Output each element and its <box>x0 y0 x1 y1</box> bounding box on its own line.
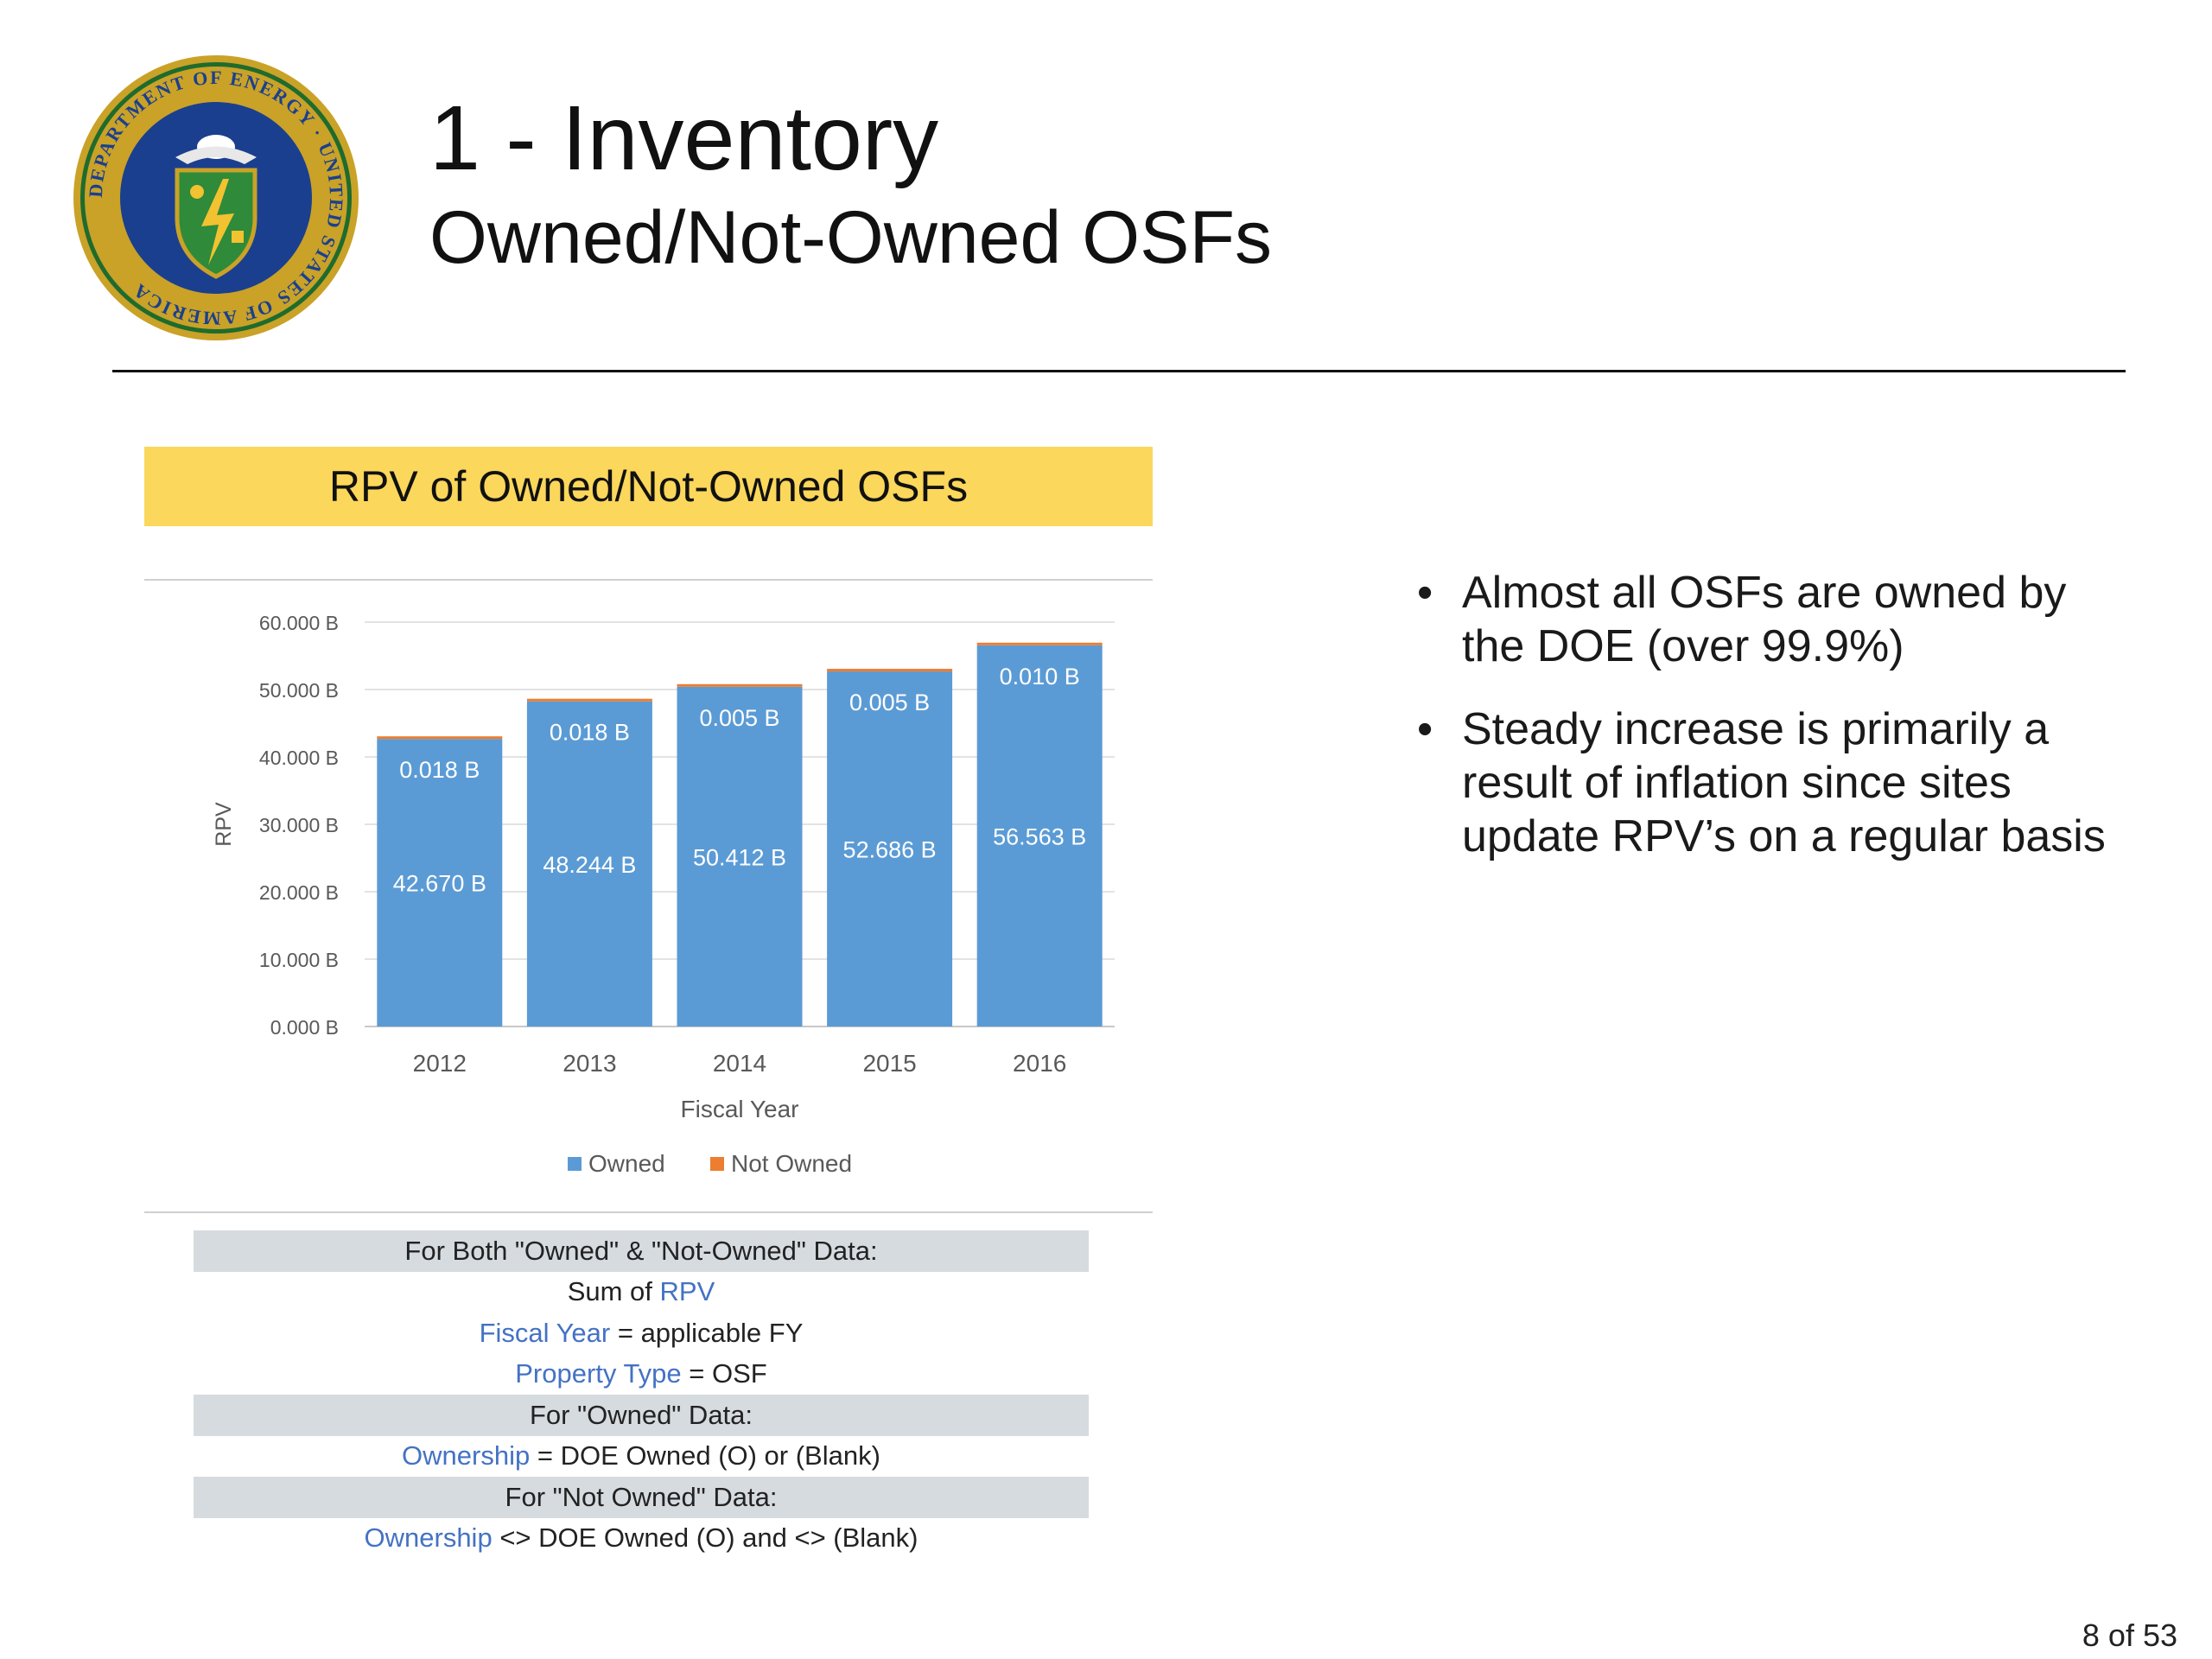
y-tick-label: 30.000 B <box>259 814 339 836</box>
definition-text: For Both "Owned" & "Not-Owned" Data: <box>404 1235 878 1266</box>
x-axis-label: Fiscal Year <box>681 1096 799 1122</box>
data-label-owned: 42.670 B <box>393 871 486 897</box>
legend-swatch <box>710 1157 724 1171</box>
page-number: 8 of 53 <box>2082 1618 2177 1653</box>
bar-not-owned <box>526 698 652 702</box>
y-tick-label: 60.000 B <box>259 612 339 634</box>
bar-not-owned <box>976 642 1103 645</box>
bar-owned <box>526 701 652 1027</box>
field-name-text: Ownership <box>364 1522 493 1554</box>
data-label-owned: 52.686 B <box>843 837 937 863</box>
bar-owned <box>677 686 803 1027</box>
bar-not-owned <box>827 669 953 672</box>
x-tick-label: 2014 <box>713 1050 766 1077</box>
field-name-text: Ownership <box>402 1440 531 1471</box>
y-tick-label: 10.000 B <box>259 949 339 971</box>
y-tick-label: 40.000 B <box>259 747 339 769</box>
data-label-not-owned: 0.010 B <box>1000 664 1080 690</box>
data-label-not-owned: 0.018 B <box>550 720 630 746</box>
data-label-not-owned: 0.018 B <box>399 757 480 783</box>
page-title: 1 - Inventory <box>429 87 939 189</box>
field-name-text: Fiscal Year <box>479 1317 611 1348</box>
definition-text: For "Owned" Data: <box>529 1399 753 1430</box>
chart-title-banner: RPV of Owned/Not-Owned OSFs <box>144 447 1153 526</box>
definition-text: = DOE Owned (O) or (Blank) <box>530 1440 880 1471</box>
data-label-not-owned: 0.005 B <box>699 705 779 731</box>
bar-not-owned <box>677 683 803 687</box>
x-tick-label: 2016 <box>1013 1050 1066 1077</box>
page-subtitle: Owned/Not-Owned OSFs <box>429 196 1273 279</box>
bar-owned <box>827 671 953 1027</box>
definition-row: Ownership <> DOE Owned (O) and <> (Blank… <box>194 1518 1089 1560</box>
chart-bottom-divider <box>144 1211 1153 1213</box>
x-tick-label: 2015 <box>862 1050 916 1077</box>
data-label-owned: 56.563 B <box>993 823 1086 849</box>
doe-seal-logo: DEPARTMENT OF ENERGY · UNITED STATES OF … <box>72 54 360 342</box>
data-label-not-owned: 0.005 B <box>849 690 930 715</box>
definition-text: <> DOE Owned (O) and <> (Blank) <box>492 1522 918 1554</box>
title-divider <box>112 370 2126 372</box>
definition-text: For "Not Owned" Data: <box>505 1481 778 1512</box>
definition-header-row: For Both "Owned" & "Not-Owned" Data: <box>194 1230 1089 1272</box>
data-label-owned: 48.244 B <box>543 852 636 878</box>
bar-not-owned <box>377 736 503 740</box>
bullet-item: Almost all OSFs are owned by the DOE (ov… <box>1417 566 2126 673</box>
bar-owned <box>377 739 503 1027</box>
chart-top-divider <box>144 579 1153 581</box>
bullet-list: Almost all OSFs are owned by the DOE (ov… <box>1417 566 2126 893</box>
definition-row: Property Type = OSF <box>194 1354 1089 1395</box>
definition-text: = OSF <box>681 1358 767 1389</box>
definition-header-row: For "Not Owned" Data: <box>194 1477 1089 1518</box>
x-tick-label: 2013 <box>563 1050 616 1077</box>
legend-label: Owned <box>588 1150 665 1177</box>
bar-owned <box>976 645 1103 1027</box>
data-definitions-table: For Both "Owned" & "Not-Owned" Data: Sum … <box>194 1230 1089 1559</box>
rpv-stacked-bar-chart: 0.000 B 10.000 B 20.000 B 30.000 B 40.000 B 5… <box>212 612 1115 1177</box>
definition-row: Ownership = DOE Owned (O) or (Blank) <box>194 1436 1089 1478</box>
legend-label: Not Owned <box>731 1150 852 1177</box>
y-axis-label: RPV <box>212 802 236 847</box>
definition-row: Sum of RPV <box>194 1272 1089 1313</box>
legend-swatch <box>568 1157 582 1171</box>
y-tick-label: 0.000 B <box>270 1016 339 1039</box>
y-tick-label: 50.000 B <box>259 679 339 702</box>
y-tick-label: 20.000 B <box>259 881 339 904</box>
field-name-text: Property Type <box>515 1358 682 1389</box>
x-tick-label: 2012 <box>413 1050 467 1077</box>
field-name-text: RPV <box>659 1276 715 1307</box>
data-label-owned: 50.412 B <box>693 844 786 870</box>
definition-header-row: For "Owned" Data: <box>194 1395 1089 1436</box>
bullet-item: Steady increase is primarily a result of… <box>1417 702 2126 863</box>
definition-row: Fiscal Year = applicable FY <box>194 1313 1089 1354</box>
definition-text: Sum of <box>567 1276 660 1307</box>
definition-text: = applicable FY <box>610 1317 804 1348</box>
